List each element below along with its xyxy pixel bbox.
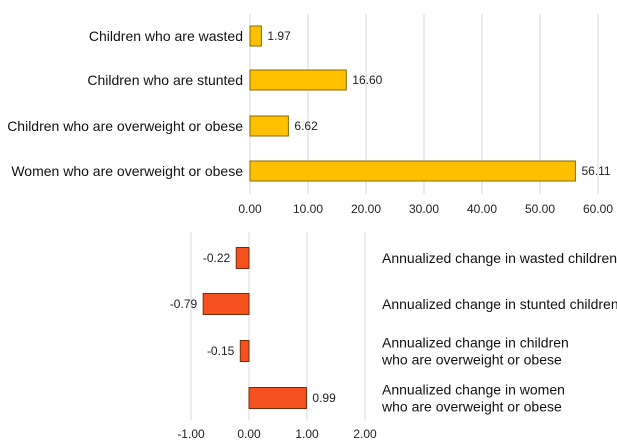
x-tick-label: 0.00 — [238, 202, 262, 216]
bar — [202, 293, 250, 315]
category-label: Annualized change in stunted children — [382, 296, 617, 312]
bar — [249, 115, 289, 137]
bar — [249, 25, 262, 47]
bar — [239, 340, 250, 362]
x-tick-label: 40.00 — [467, 202, 497, 216]
category-label-line: Annualized change in stunted children — [382, 296, 617, 312]
category-label-line: Annualized change in women — [382, 382, 565, 398]
category-label: Annualized change in children who are ove… — [381, 335, 569, 368]
category-label: Children who are overweight or obese — [7, 118, 243, 134]
category-label: Children who are wasted — [89, 28, 243, 44]
data-label: -0.79 — [170, 297, 198, 311]
category-label-line: Annualized change in wasted children — [382, 250, 617, 266]
x-tick-label: 10.00 — [293, 202, 323, 216]
x-tick-label: 2.00 — [353, 427, 377, 441]
x-tick-label: 30.00 — [409, 202, 439, 216]
category-label-line: Annualized change in children — [382, 335, 569, 351]
bar — [249, 69, 347, 91]
bar — [235, 247, 250, 269]
category-label-line: who are overweight or obese — [381, 399, 562, 415]
data-label: 56.11 — [581, 164, 610, 178]
data-label: 16.60 — [352, 73, 382, 87]
category-label: Annualized change in wasted children — [382, 250, 617, 266]
category-label: Annualized change in women who are overwe… — [381, 382, 565, 415]
data-label: 6.62 — [294, 119, 318, 133]
data-label: -0.15 — [207, 344, 235, 358]
chart-annualized-change: -1.00 0.00 1.00 2.00 -0.22 Annualized change … — [170, 232, 617, 441]
x-tick-label: 0.00 — [237, 427, 261, 441]
x-tick-label: 20.00 — [351, 202, 381, 216]
data-label: 1.97 — [267, 29, 291, 43]
bar — [249, 160, 576, 182]
data-label: -0.22 — [203, 251, 231, 265]
chart-malnutrition-prevalence: 0.00 10.00 20.00 30.00 40.00 50.00 60.00 Childr… — [7, 14, 613, 216]
category-label: Children who are stunted — [87, 72, 243, 88]
category-label: Women who are overweight or obese — [11, 163, 243, 179]
x-tick-label: 60.00 — [583, 202, 613, 216]
x-tick-label: 50.00 — [525, 202, 555, 216]
x-tick-label: 1.00 — [295, 427, 319, 441]
bar — [248, 387, 307, 409]
x-tick-label: -1.00 — [177, 427, 205, 441]
data-label: 0.99 — [312, 391, 336, 405]
category-label-line: who are overweight or obese — [381, 352, 562, 368]
